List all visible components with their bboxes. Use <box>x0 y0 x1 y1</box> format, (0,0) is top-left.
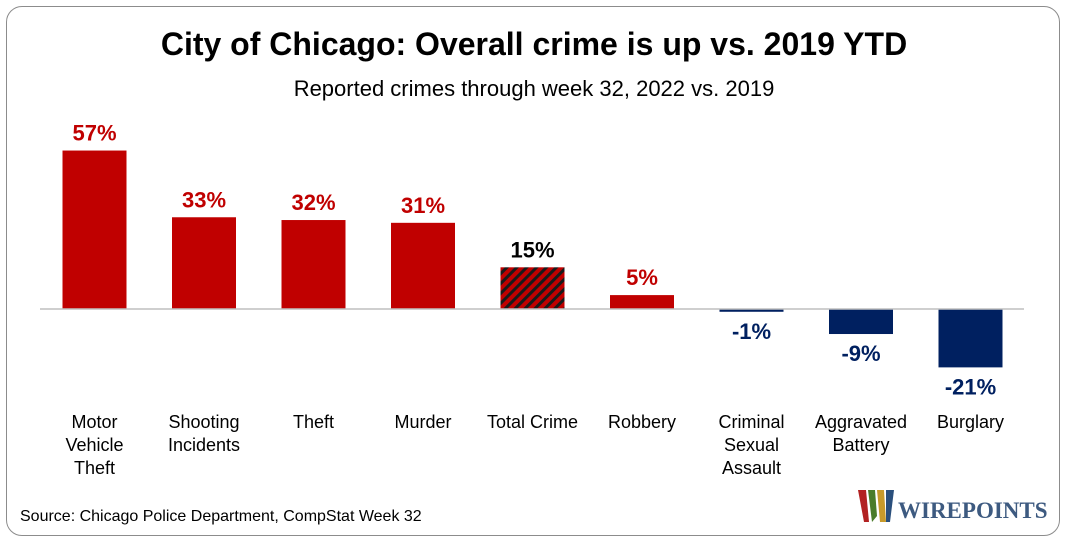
bar-5 <box>610 295 674 309</box>
category-label-2: Theft <box>293 412 334 432</box>
chart-title: City of Chicago: Overall crime is up vs.… <box>160 26 908 62</box>
bar-6 <box>719 309 784 312</box>
data-label-2: 32% <box>291 190 335 215</box>
category-label-3: Murder <box>394 412 451 432</box>
category-label-1: Shooting Incidents <box>168 412 240 455</box>
data-label-7: -9% <box>841 341 880 366</box>
category-label-5: Robbery <box>608 412 676 432</box>
data-label-6: -1% <box>732 319 771 344</box>
source-note: Source: Chicago Police Department, CompS… <box>20 508 422 525</box>
data-label-0: 57% <box>72 121 116 146</box>
bar-8 <box>938 309 1003 368</box>
data-label-8: -21% <box>945 374 996 399</box>
bar-3 <box>391 222 455 309</box>
category-label-8: Burglary <box>937 412 1004 432</box>
data-label-3: 31% <box>401 193 445 218</box>
category-label-7: Aggravated Battery <box>815 412 907 455</box>
category-label-4: Total Crime <box>487 412 578 432</box>
bar-0 <box>62 150 127 309</box>
bar-2 <box>281 220 346 309</box>
data-label-5: 5% <box>626 265 658 290</box>
data-label-4: 15% <box>510 237 554 262</box>
wirepoints-logo: WIREPOINTS <box>858 490 1048 523</box>
chart-subtitle: Reported crimes through week 32, 2022 vs… <box>293 76 775 101</box>
data-label-1: 33% <box>182 187 226 212</box>
logo-mark-icon <box>858 490 894 522</box>
logo-text: WIREPOINTS <box>898 498 1048 523</box>
bar-1 <box>172 217 236 309</box>
category-label-6: Criminal Sexual Assault <box>718 412 784 478</box>
bar-4 <box>500 267 565 309</box>
category-label-0: Motor Vehicle Theft <box>65 412 123 478</box>
bar-7 <box>829 309 893 335</box>
